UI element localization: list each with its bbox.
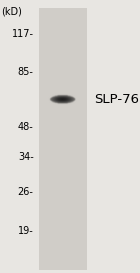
- Text: 19-: 19-: [18, 226, 34, 236]
- Text: 34-: 34-: [18, 152, 34, 162]
- FancyBboxPatch shape: [39, 8, 87, 270]
- Text: SLP-76: SLP-76: [94, 93, 139, 106]
- Text: (kD): (kD): [1, 7, 22, 17]
- Text: 85-: 85-: [18, 67, 34, 77]
- Text: 48-: 48-: [18, 122, 34, 132]
- Text: 26-: 26-: [18, 188, 34, 197]
- Text: 117-: 117-: [12, 29, 34, 39]
